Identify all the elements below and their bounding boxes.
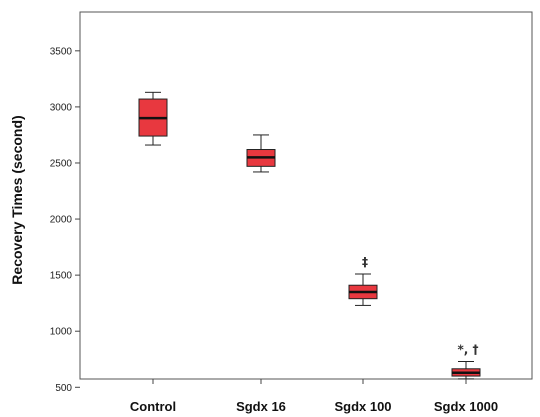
box-4: *, † [451, 342, 481, 380]
significance-annotation: *, † [457, 342, 478, 356]
y-tick-label: 3000 [50, 102, 73, 113]
x-category-label: Sgdx 1000 [434, 399, 498, 414]
y-axis: 500 1000 1500 2000 2500 3000 3500 [50, 46, 80, 394]
box-1 [138, 91, 168, 146]
y-tick-label: 2000 [50, 215, 73, 226]
boxes-layer: ‡ *, † [138, 91, 481, 380]
plot-frame [79, 11, 533, 380]
y-tick-label: 1500 [50, 271, 73, 282]
box-3: ‡ [348, 255, 378, 306]
x-axis: Control Sgdx 16 Sgdx 100 Sgdx 1000 [130, 379, 498, 414]
y-tick-label: 2500 [50, 158, 73, 169]
y-tick-label: 3500 [50, 46, 73, 57]
box-2 [246, 134, 276, 173]
x-category-label: Control [130, 399, 176, 414]
x-category-label: Sgdx 16 [236, 399, 286, 414]
x-category-label: Sgdx 100 [334, 399, 391, 414]
y-axis-label: Recovery Times (second) [9, 115, 25, 284]
y-tick-label: 500 [55, 383, 72, 394]
significance-annotation: ‡ [362, 255, 368, 269]
y-tick-label: 1000 [50, 327, 73, 338]
